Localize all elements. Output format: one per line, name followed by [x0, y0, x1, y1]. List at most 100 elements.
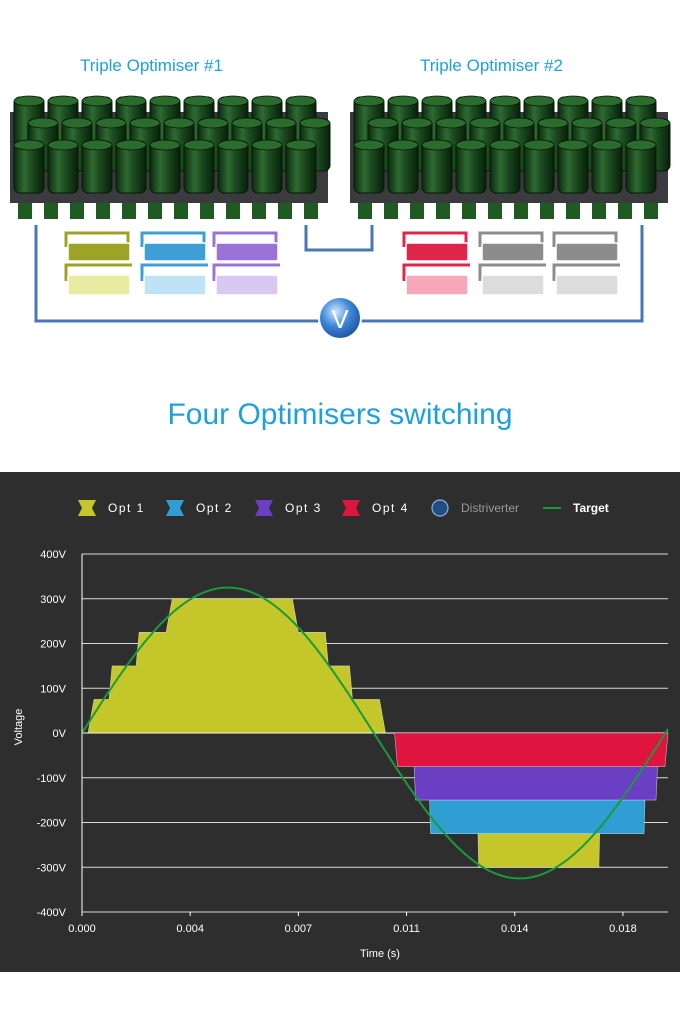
capacitor-icon	[387, 139, 419, 194]
chart-svg: Opt 1 Opt 2 Opt 3 Opt 4 Distriverter Target 4…	[0, 472, 680, 972]
target-line	[81, 586, 669, 880]
optimiser-modules	[64, 231, 620, 296]
legend-item-target: Target	[543, 501, 609, 515]
optimiser-module	[64, 231, 132, 296]
legend-item-opt-4: Opt 4	[342, 500, 409, 516]
series-area-opt-4	[82, 732, 669, 767]
terminal-pin	[514, 203, 528, 219]
terminal-pin	[384, 203, 398, 219]
terminal-pin	[410, 203, 424, 219]
terminal-pin	[252, 203, 266, 219]
x-tick-label: 0.018	[609, 923, 637, 935]
optimiser-module	[478, 231, 546, 296]
legend-item-opt-2: Opt 2	[166, 500, 233, 516]
capacitor-icon	[489, 139, 521, 194]
legend-marker	[78, 500, 96, 516]
optimiser-module	[552, 231, 620, 296]
capacitor-icon	[13, 139, 45, 194]
voltmeter-symbol: V	[331, 304, 349, 334]
terminal-pin	[540, 203, 554, 219]
y-tick-label: 400V	[40, 549, 66, 561]
terminal-pin	[96, 203, 110, 219]
x-tick-label: 0.014	[501, 923, 529, 935]
capacitor-icon	[217, 139, 249, 194]
y-tick-label: -300V	[37, 862, 67, 874]
voltmeter-icon: V	[318, 296, 362, 340]
wiring	[34, 225, 644, 323]
wire-left	[34, 225, 319, 323]
capacitor-icon	[115, 139, 147, 194]
terminal-pin	[226, 203, 240, 219]
triple-optimiser-1-label: Triple Optimiser #1	[80, 56, 223, 75]
capacitor-icon	[625, 139, 657, 194]
optimiser-module	[402, 231, 470, 296]
target-curve	[81, 586, 669, 880]
triple-optimiser-2-label: Triple Optimiser #2	[420, 56, 563, 75]
capacitor-icon	[523, 139, 555, 194]
capacitor-icon	[557, 139, 589, 194]
legend-item-opt-1: Opt 1	[78, 500, 145, 516]
legend-label: Opt 4	[372, 501, 409, 515]
capacitor-block-1	[10, 95, 331, 219]
capacitor-icon	[455, 139, 487, 194]
terminal-pin	[278, 203, 292, 219]
legend-marker	[342, 500, 360, 516]
legend-label: Distriverter	[461, 501, 519, 515]
legend-label: Target	[573, 501, 609, 515]
capacitor-icon	[251, 139, 283, 194]
legend-item-opt-3: Opt 3	[255, 500, 322, 516]
x-axis-label: Time (s)	[360, 948, 400, 960]
legend-label: Opt 2	[196, 501, 233, 515]
y-tick-label: -400V	[37, 907, 67, 919]
y-tick-label: -100V	[37, 773, 67, 785]
legend-marker	[166, 500, 184, 516]
capacitor-icon	[285, 139, 317, 194]
main-title: Four Optimisers switching	[167, 398, 513, 431]
chart-legend: Opt 1 Opt 2 Opt 3 Opt 4 Distriverter Target	[78, 499, 609, 517]
terminal-pin	[44, 203, 58, 219]
y-tick-label: 200V	[40, 639, 66, 651]
switching-chart: Opt 1 Opt 2 Opt 3 Opt 4 Distriverter Target 4…	[0, 472, 680, 972]
y-tick-label: -200V	[37, 818, 67, 830]
terminal-pin	[358, 203, 372, 219]
chart-axes: 0.000 0.004 0.007 0.011 0.014 0.018	[68, 554, 637, 935]
capacitor-icon	[183, 139, 215, 194]
capacitor-icon	[149, 139, 181, 194]
x-tick-label: 0.011	[393, 923, 420, 935]
legend-label: Opt 1	[108, 501, 145, 515]
legend-marker	[255, 500, 273, 516]
optimiser-wiring-diagram: V	[10, 95, 671, 340]
terminal-pin	[122, 203, 136, 219]
capacitor-icon	[81, 139, 113, 194]
x-tick-label: 0.000	[68, 923, 96, 935]
legend-item-distriverter: Distriverter	[431, 499, 519, 517]
capacitor-icon	[47, 139, 79, 194]
terminal-pin	[644, 203, 658, 219]
terminal-pin	[618, 203, 632, 219]
capacitor-icon	[421, 139, 453, 194]
terminal-pin	[592, 203, 606, 219]
terminal-pin	[70, 203, 84, 219]
capacitor-block-2	[350, 95, 671, 219]
legend-marker	[431, 499, 449, 517]
wire-link	[304, 225, 374, 252]
legend-label: Opt 3	[285, 501, 322, 515]
x-tick-label: 0.007	[285, 923, 313, 935]
y-axis-label: Voltage	[13, 709, 25, 746]
terminal-pin	[174, 203, 188, 219]
terminal-pin	[462, 203, 476, 219]
optimiser-module	[140, 231, 208, 296]
wire-right	[361, 225, 644, 323]
y-tick-label: 100V	[40, 683, 66, 695]
terminal-pin	[488, 203, 502, 219]
terminal-pin	[436, 203, 450, 219]
series-area-opt-1	[82, 598, 668, 734]
optimiser-module	[212, 231, 280, 296]
chart-series-areas	[82, 598, 669, 868]
terminal-pin	[18, 203, 32, 219]
terminal-pin	[566, 203, 580, 219]
capacitor-icon	[353, 139, 385, 194]
terminal-pin	[148, 203, 162, 219]
x-tick-label: 0.004	[176, 923, 204, 935]
terminal-pin	[304, 203, 318, 219]
